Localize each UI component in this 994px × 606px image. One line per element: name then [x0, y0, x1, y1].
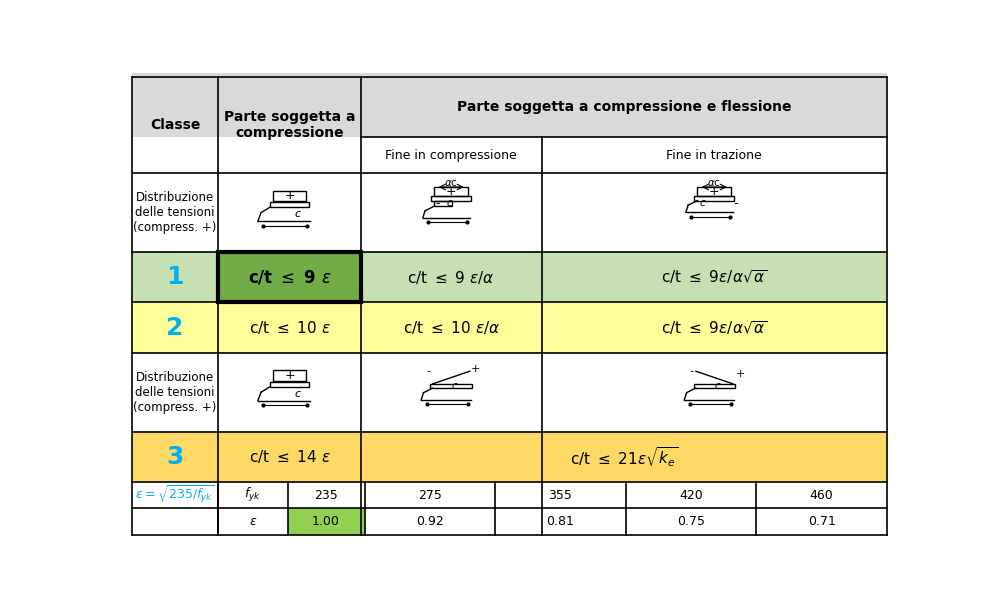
Text: 1: 1: [166, 265, 184, 289]
Bar: [694, 196, 735, 201]
Bar: [132, 252, 887, 302]
Text: 355: 355: [549, 488, 573, 502]
Bar: [132, 353, 887, 431]
Bar: [434, 201, 452, 206]
Bar: [132, 431, 887, 482]
Text: c: c: [451, 381, 457, 391]
Bar: [272, 370, 306, 381]
Text: Parte soggetta a
compressione: Parte soggetta a compressione: [224, 110, 355, 141]
Bar: [219, 252, 361, 302]
Text: c: c: [446, 198, 452, 208]
Bar: [272, 191, 306, 201]
Text: +: +: [446, 185, 456, 198]
Text: $\varepsilon = \sqrt{235/f_{yk}}$: $\varepsilon = \sqrt{235/f_{yk}}$: [135, 484, 215, 506]
Text: 0.81: 0.81: [547, 515, 575, 528]
Text: +: +: [736, 368, 746, 379]
Bar: [287, 508, 365, 534]
Text: 2: 2: [166, 316, 184, 339]
Text: 3: 3: [166, 445, 184, 469]
Text: 0.71: 0.71: [808, 515, 836, 528]
Bar: [219, 252, 361, 302]
Text: $f_{yk}$: $f_{yk}$: [245, 486, 261, 504]
Bar: [430, 384, 472, 388]
Text: c/t $\leq$ 9$\varepsilon$/$\alpha\sqrt{\alpha}$: c/t $\leq$ 9$\varepsilon$/$\alpha\sqrt{\…: [661, 319, 767, 336]
Text: +: +: [284, 369, 295, 382]
Text: c/t $\leq$ 9 $\varepsilon$/$\alpha$: c/t $\leq$ 9 $\varepsilon$/$\alpha$: [408, 269, 495, 286]
Text: c/t $\leq$ 14 $\varepsilon$: c/t $\leq$ 14 $\varepsilon$: [248, 448, 330, 465]
Text: $\alpha$c: $\alpha$c: [708, 178, 722, 188]
Text: +: +: [284, 189, 295, 202]
Text: Distribuzione
delle tensioni
(compress. +): Distribuzione delle tensioni (compress. …: [133, 371, 217, 414]
Text: c/t $\leq$ 10 $\varepsilon$: c/t $\leq$ 10 $\varepsilon$: [248, 319, 330, 336]
Text: $\varepsilon$: $\varepsilon$: [248, 515, 257, 528]
Text: 420: 420: [679, 488, 703, 502]
Text: c: c: [715, 381, 721, 391]
Text: $\alpha$c: $\alpha$c: [444, 178, 458, 188]
Text: c/t $\leq$ 9 $\varepsilon$: c/t $\leq$ 9 $\varepsilon$: [248, 268, 331, 286]
Bar: [132, 173, 887, 252]
Bar: [434, 187, 468, 196]
Text: -: -: [734, 197, 739, 210]
Text: Classe: Classe: [150, 118, 200, 132]
Text: c: c: [699, 198, 705, 208]
Text: 460: 460: [810, 488, 834, 502]
Text: c: c: [294, 209, 300, 219]
Text: Fine in compressione: Fine in compressione: [386, 148, 517, 162]
Text: 235: 235: [314, 488, 338, 502]
Text: 1.00: 1.00: [312, 515, 340, 528]
Bar: [132, 482, 887, 508]
Text: -: -: [426, 366, 430, 376]
Text: 275: 275: [417, 488, 441, 502]
Text: -: -: [689, 366, 693, 376]
Bar: [132, 302, 887, 353]
Text: +: +: [471, 364, 481, 374]
Text: c/t $\leq$ 10 $\varepsilon$/$\alpha$: c/t $\leq$ 10 $\varepsilon$/$\alpha$: [403, 319, 500, 336]
Bar: [132, 508, 887, 534]
Text: Parte soggetta a compressione e flessione: Parte soggetta a compressione e flession…: [456, 101, 791, 115]
Text: c: c: [294, 388, 300, 399]
Text: +: +: [709, 185, 720, 198]
Bar: [270, 202, 309, 207]
Text: c/t $\leq$ 9$\varepsilon$/$\alpha\sqrt{\alpha}$: c/t $\leq$ 9$\varepsilon$/$\alpha\sqrt{\…: [661, 268, 767, 286]
Text: Fine in trazione: Fine in trazione: [666, 148, 762, 162]
Text: c/t $\leq$ 21$\varepsilon\sqrt{k_e}$: c/t $\leq$ 21$\varepsilon\sqrt{k_e}$: [570, 445, 678, 469]
Bar: [694, 384, 736, 388]
Bar: [431, 196, 471, 201]
Bar: [698, 187, 732, 196]
Text: -: -: [435, 197, 439, 210]
Text: Distribuzione
delle tensioni
(compress. +): Distribuzione delle tensioni (compress. …: [133, 191, 217, 234]
Text: 0.92: 0.92: [416, 515, 443, 528]
Bar: [270, 382, 309, 387]
Bar: [132, 41, 887, 137]
Text: 0.75: 0.75: [677, 515, 705, 528]
